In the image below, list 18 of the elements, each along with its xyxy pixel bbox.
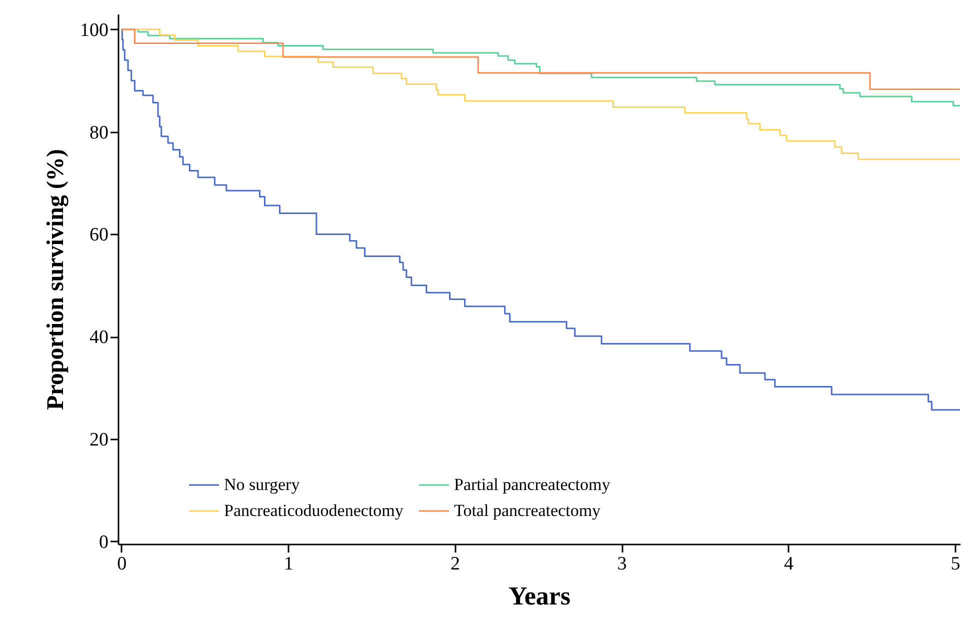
legend-label: Pancreaticoduodenectomy — [224, 501, 404, 520]
x-tick-label: 4 — [784, 554, 794, 574]
x-tick-label: 3 — [617, 554, 627, 574]
y-tick-label: 40 — [90, 327, 108, 348]
y-tick-label: 0 — [99, 532, 108, 553]
legend-label: Total pancreatectomy — [454, 501, 602, 520]
x-tick-label: 2 — [450, 554, 460, 574]
legend-label: Partial pancreatectomy — [454, 475, 611, 494]
y-tick-label: 60 — [90, 224, 108, 246]
x-tick-label: 0 — [117, 554, 127, 574]
x-tick-label: 1 — [284, 554, 294, 574]
x-tick-label: 5 — [950, 554, 960, 574]
y-tick-label: 100 — [80, 20, 108, 41]
y-tick-label: 20 — [90, 430, 108, 451]
y-axis-title: Proportion surviving (%) — [43, 149, 69, 410]
legend-label: No surgery — [224, 475, 300, 494]
x-axis-title: Years — [508, 582, 571, 610]
y-tick-label: 80 — [90, 122, 108, 144]
